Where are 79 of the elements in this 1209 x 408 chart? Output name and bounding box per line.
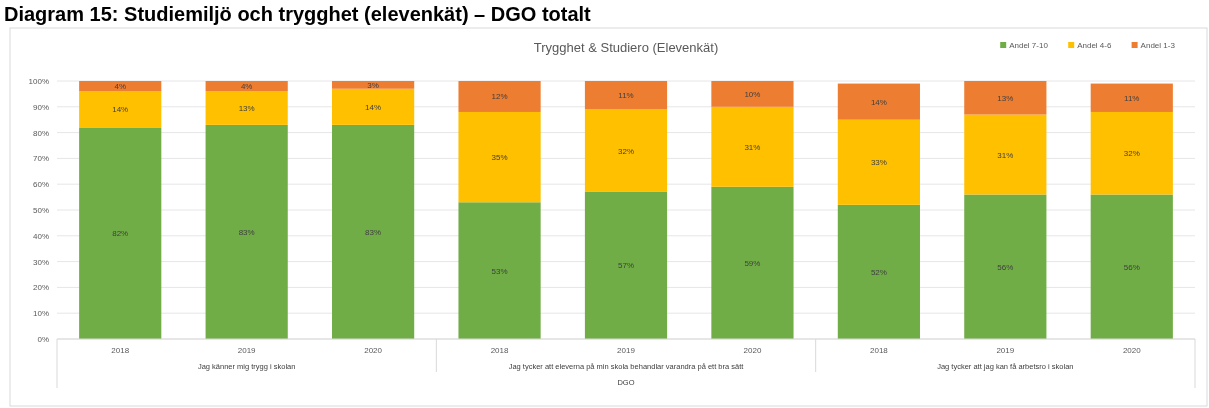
data-label: 14% — [112, 105, 129, 115]
y-tick-label: 80% — [32, 128, 49, 138]
bar — [458, 81, 541, 112]
legend-label: Andel 7-10 — [1009, 41, 1049, 50]
data-label: 56% — [997, 262, 1014, 272]
x-tick-label: 2018 — [869, 346, 889, 355]
data-label: 4% — [114, 82, 126, 92]
bar — [332, 124, 415, 339]
bar — [711, 186, 794, 339]
bar — [964, 194, 1047, 339]
data-label: 13% — [997, 93, 1014, 103]
bar — [205, 91, 288, 125]
bar — [458, 111, 541, 203]
bar — [1090, 111, 1173, 195]
data-label: 56% — [1123, 262, 1140, 272]
bar — [79, 81, 162, 92]
data-label: 59% — [744, 258, 761, 268]
x-tick-label: 2018 — [111, 346, 130, 355]
data-label: 33% — [870, 158, 887, 168]
bar — [584, 109, 668, 192]
y-tick-label: 30% — [32, 257, 49, 267]
data-label: 35% — [491, 153, 508, 163]
data-label: 32% — [1123, 149, 1140, 159]
bar — [584, 81, 668, 110]
bar — [584, 191, 668, 339]
bar — [711, 81, 794, 107]
y-tick-label: 0% — [37, 335, 49, 345]
data-label: 31% — [997, 150, 1014, 160]
y-tick-label: 60% — [32, 180, 49, 190]
y-tick-label: 90% — [32, 102, 49, 112]
bar — [79, 91, 162, 128]
bar — [205, 81, 288, 92]
chart-subtitle: Trygghet & Studiero (Elevenkät) — [533, 40, 719, 55]
data-label: 10% — [744, 89, 761, 99]
x-tick-label: 2019 — [617, 346, 636, 355]
data-label: 52% — [870, 267, 887, 277]
data-label: 12% — [491, 92, 508, 102]
x-tick-label: 2019 — [237, 346, 257, 355]
bar — [332, 81, 415, 89]
bar — [711, 106, 794, 187]
x-tick-label: 2020 — [1122, 346, 1142, 355]
bar — [79, 127, 162, 339]
data-label: 57% — [617, 261, 635, 271]
bar — [964, 81, 1047, 115]
data-label: 14% — [365, 102, 382, 112]
bar — [332, 88, 415, 125]
bar — [837, 83, 920, 120]
data-label: 31% — [744, 142, 761, 152]
legend-label: Andel 4-6 — [1077, 41, 1112, 50]
data-label: 32% — [617, 146, 635, 156]
data-label: 4% — [240, 82, 253, 92]
chart-title: Diagram 15: Studiemiljö och trygghet (elevenkät) – DGO totalt — [4, 3, 592, 25]
data-label: 83% — [238, 227, 255, 237]
data-label: 11% — [618, 91, 634, 101]
bar — [1090, 194, 1173, 339]
x-tick-label: 2018 — [490, 346, 509, 355]
bar — [205, 124, 288, 339]
x-tick-label: 2020 — [364, 346, 383, 355]
bar — [458, 202, 541, 339]
y-tick-label: 70% — [32, 154, 49, 164]
bar — [837, 204, 920, 339]
x-tick-label: 2020 — [743, 346, 762, 355]
x-tick-label: 2019 — [996, 346, 1015, 355]
data-label: 13% — [238, 104, 255, 114]
data-label: 83% — [365, 227, 382, 237]
bar — [837, 119, 920, 205]
y-tick-label: 40% — [32, 231, 49, 241]
y-tick-label: 10% — [32, 309, 49, 319]
data-label: 14% — [870, 97, 887, 107]
bar — [964, 114, 1047, 195]
data-label: 82% — [112, 229, 129, 239]
data-label: 11% — [1124, 93, 1140, 103]
legend-label: Andel 1-3 — [1140, 41, 1176, 50]
y-tick-label: 50% — [32, 206, 49, 216]
y-tick-label: 100% — [28, 77, 49, 87]
y-tick-label: 20% — [32, 283, 49, 293]
data-label: 53% — [491, 266, 508, 276]
bar — [1090, 83, 1173, 112]
data-label: 3% — [367, 80, 379, 90]
